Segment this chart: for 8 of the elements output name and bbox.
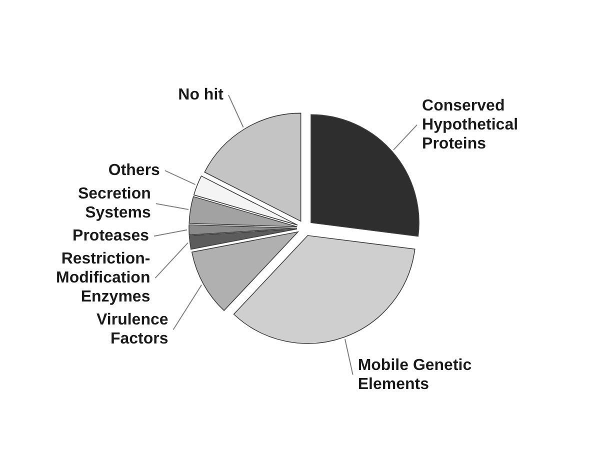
slice-label: Proteases: [72, 228, 150, 245]
slice-label: Virulence Factors: [96, 312, 168, 348]
slice-label: Secretion Systems: [78, 186, 152, 222]
slice-label: Mobile Genetic Elements: [358, 356, 472, 393]
slice-label: No hit: [178, 86, 224, 104]
slice-label: Restriction- Modification Enzymes: [56, 250, 150, 306]
slice-label: Conserved Hypothetical Proteins: [422, 97, 518, 152]
slice-label: Others: [108, 162, 160, 180]
